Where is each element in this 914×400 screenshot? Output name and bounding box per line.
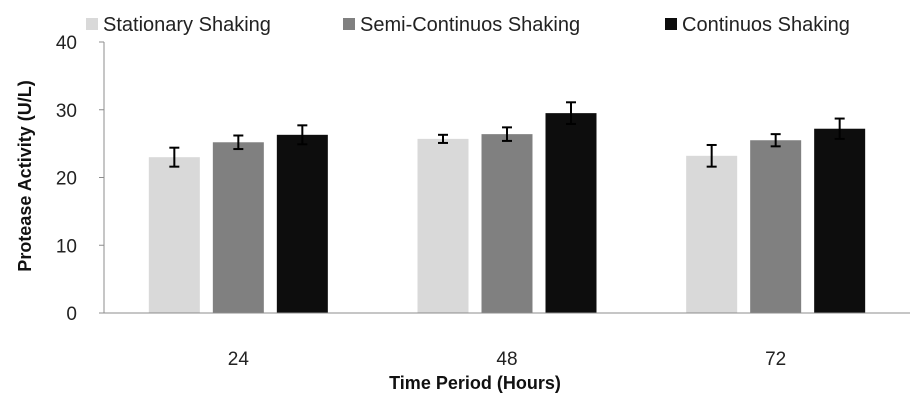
x-axis-ticks: 24 48 72 xyxy=(228,349,786,370)
y-tick-label: 40 xyxy=(56,33,77,54)
x-axis-title: Time Period (Hours) xyxy=(389,373,561,393)
bar xyxy=(417,138,469,313)
x-tick-label: 24 xyxy=(228,349,250,370)
bar xyxy=(686,155,738,313)
bar xyxy=(212,142,264,313)
bar xyxy=(814,128,866,313)
legend: Stationary Shaking Semi-Continuos Shaking… xyxy=(86,14,850,36)
legend-label: Continuos Shaking xyxy=(682,14,850,36)
legend-swatch xyxy=(86,18,98,30)
bar xyxy=(481,134,533,313)
y-tick-label: 0 xyxy=(66,304,77,325)
y-axis-title: Protease Activity (U/L) xyxy=(15,80,35,271)
legend-label: Semi-Continuos Shaking xyxy=(360,14,580,36)
legend-swatch xyxy=(665,18,677,30)
y-tick-label: 20 xyxy=(56,169,77,190)
bar xyxy=(276,134,328,313)
error-bars xyxy=(169,101,845,168)
y-tick-label: 10 xyxy=(56,236,77,257)
bar xyxy=(545,113,597,313)
y-axis-ticks: 0 10 20 30 40 xyxy=(56,33,104,325)
x-tick-label: 48 xyxy=(496,349,517,370)
bar xyxy=(750,140,802,313)
legend-label: Stationary Shaking xyxy=(103,14,271,36)
legend-swatch xyxy=(343,18,355,30)
bar xyxy=(148,157,200,313)
y-tick-label: 30 xyxy=(56,101,77,122)
bars xyxy=(148,113,866,313)
x-tick-label: 72 xyxy=(765,349,786,370)
